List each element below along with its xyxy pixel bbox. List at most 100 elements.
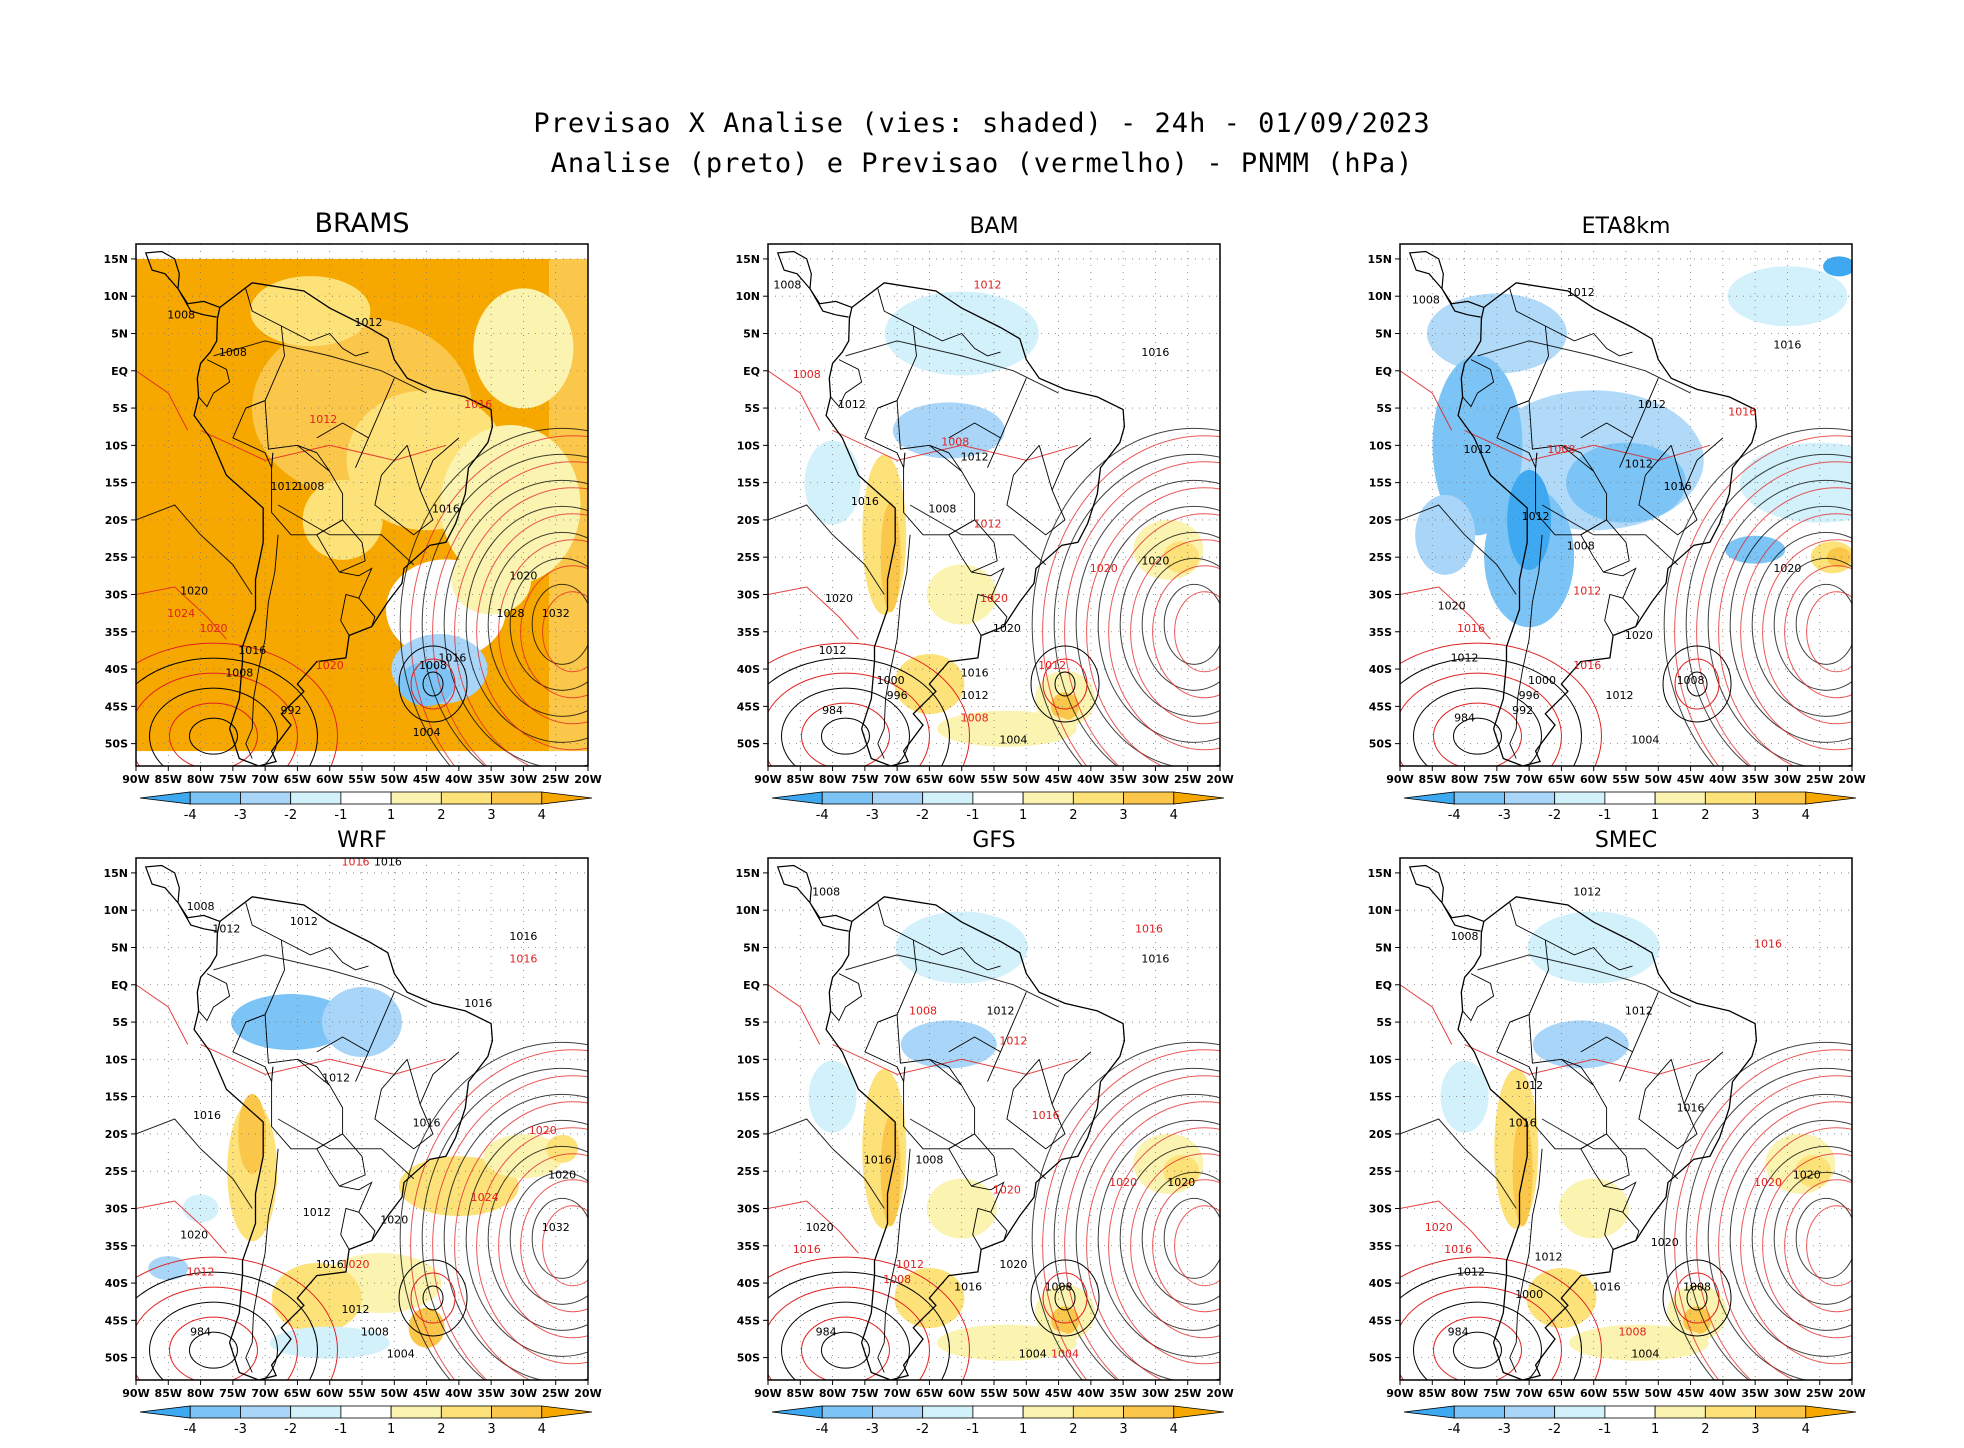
contour-label: 1004 — [1631, 734, 1659, 747]
isobar-contour — [1795, 583, 1852, 665]
contour-label: 1016 — [954, 1281, 982, 1294]
isobar-contour — [1119, 531, 1220, 717]
lon-tick-label: 85W — [787, 1387, 814, 1400]
isobar-contour — [1108, 513, 1220, 751]
lon-tick-label: 90W — [1386, 1387, 1413, 1400]
contour-label: 1016 — [374, 855, 402, 868]
central-america-coastline — [776, 250, 853, 318]
contour-label: 1020 — [342, 1258, 370, 1271]
colorbar-label: -3 — [866, 1422, 879, 1437]
isobar-contour — [398, 1259, 468, 1337]
colorbar-label: -3 — [1498, 808, 1511, 823]
contour-label: 1016 — [793, 1243, 821, 1256]
contour-label: 1012 — [819, 644, 847, 657]
contour-label: 1012 — [974, 517, 1002, 530]
lon-tick-label: 90W — [754, 1387, 781, 1400]
bias-shading — [148, 987, 579, 1359]
colorbar-swatch — [1504, 791, 1556, 805]
lon-tick-label: 90W — [1386, 773, 1413, 786]
map-canvas: 1008 1012 1016 1012 1012 1016 1008 1012 1016 1012… — [1367, 243, 1866, 823]
country-border — [1638, 1059, 1698, 1150]
lat-tick-label: EQ — [111, 365, 128, 378]
colorbar-swatch — [440, 791, 492, 805]
lat-tick-label: 10S — [737, 1053, 760, 1066]
country-border — [245, 399, 344, 536]
lon-tick-label: 20W — [574, 1387, 601, 1400]
contour-label: 1012 — [961, 450, 989, 463]
contour-label: 1012 — [342, 1303, 370, 1316]
lat-tick-label: 5S — [112, 402, 128, 415]
axes: 15N 10N 5N EQ 5S 10S 15S 20S 25S 30S 35S 40S 45S 50S 9… — [103, 867, 601, 1400]
isobar-contour — [1400, 657, 1582, 766]
contour-label: 1004 — [413, 726, 441, 739]
lon-tick-label: 50W — [381, 1387, 408, 1400]
country-border — [1006, 445, 1066, 536]
central-america-coastline — [1408, 864, 1485, 932]
contour-label: 1008 — [941, 435, 969, 448]
lon-tick-label: 50W — [1645, 773, 1672, 786]
country-border — [245, 1148, 279, 1373]
contour-label: 1020 — [180, 1228, 208, 1241]
country-border — [355, 378, 395, 468]
colorbar-label: 1 — [1651, 808, 1659, 823]
colorbar-swatch — [1704, 1405, 1756, 1419]
isobar-contour — [1784, 565, 1852, 699]
map-canvas: 1008 1012 1008 1016 1012 1008 1012 1016 1008 1012… — [735, 243, 1234, 823]
country-border — [419, 1051, 460, 1105]
isobar-contour — [1030, 645, 1100, 723]
country-border — [1619, 992, 1659, 1082]
contour-label: 1012 — [1515, 1079, 1543, 1092]
lon-tick-label: 55W — [980, 773, 1007, 786]
isobars — [1400, 340, 1852, 766]
country-border — [987, 378, 1027, 468]
isobar-contour — [136, 504, 253, 595]
lat-tick-label: 25S — [1369, 1165, 1392, 1178]
isobars — [136, 340, 588, 766]
lon-tick-label: 70W — [1515, 773, 1542, 786]
colorbar-swatch — [491, 791, 543, 805]
contour-label: 1016 — [438, 652, 466, 665]
lon-tick-label: 25W — [1174, 1387, 1201, 1400]
country-border — [1683, 437, 1724, 491]
lon-tick-label: 25W — [1174, 773, 1201, 786]
isobar-contour — [421, 453, 588, 766]
bias-shading-area — [1725, 535, 1786, 564]
lat-tick-label: 5N — [111, 327, 128, 340]
contour-label: 1012 — [1038, 659, 1066, 672]
isobar-contour — [498, 539, 588, 725]
colorbar-label: -1 — [966, 808, 979, 823]
isobar-contour — [1751, 1145, 1852, 1331]
lon-tick-label: 40W — [1709, 773, 1736, 786]
contour-label: 1004 — [1631, 1348, 1659, 1361]
country-border — [1580, 1036, 1633, 1053]
bias-shading-area — [250, 276, 371, 347]
coastlines — [776, 250, 1126, 766]
lat-tick-label: 40S — [105, 1277, 128, 1290]
contour-label: 1012 — [1573, 584, 1601, 597]
isobar-contour — [136, 370, 189, 431]
contour-labels: 1012 1008 1016 1012 1012 1016 1016 1020 1020 1020… — [1425, 885, 1821, 1360]
lon-tick-label: 65W — [1548, 773, 1575, 786]
lat-lon-grid — [1399, 858, 1853, 1380]
colorbar-swatch — [340, 1405, 392, 1419]
lat-tick-label: 50S — [1369, 738, 1392, 751]
lon-tick-label: 75W — [219, 773, 246, 786]
contour-label: 1016 — [193, 1109, 221, 1122]
lon-tick-label: 30W — [1774, 1387, 1801, 1400]
isobar-contour — [542, 591, 588, 673]
country-border — [1051, 437, 1092, 491]
contour-label: 1016 — [864, 1154, 892, 1167]
map-panel-wrf: WRF 1016 1016 1008 1012 1012 1016 1016 1016 1012 1… — [0, 828, 601, 1448]
contour-label: 1012 — [974, 279, 1002, 292]
isobar-contour — [1686, 1285, 1708, 1311]
contour-label: 1016 — [1573, 659, 1601, 672]
map-canvas: 1012 1008 1016 1012 1012 1016 1016 1020 1020 1020… — [1367, 857, 1866, 1437]
lat-tick-label: 35S — [1369, 626, 1392, 639]
isobar-contour — [768, 586, 859, 640]
isobar-contour — [768, 1200, 859, 1254]
contour-label: 1012 — [1567, 286, 1595, 299]
isobars — [1400, 954, 1852, 1380]
contour-label: 984 — [816, 1325, 837, 1338]
lon-tick-label: 55W — [1612, 773, 1639, 786]
bias-shading-area — [1727, 266, 1848, 327]
